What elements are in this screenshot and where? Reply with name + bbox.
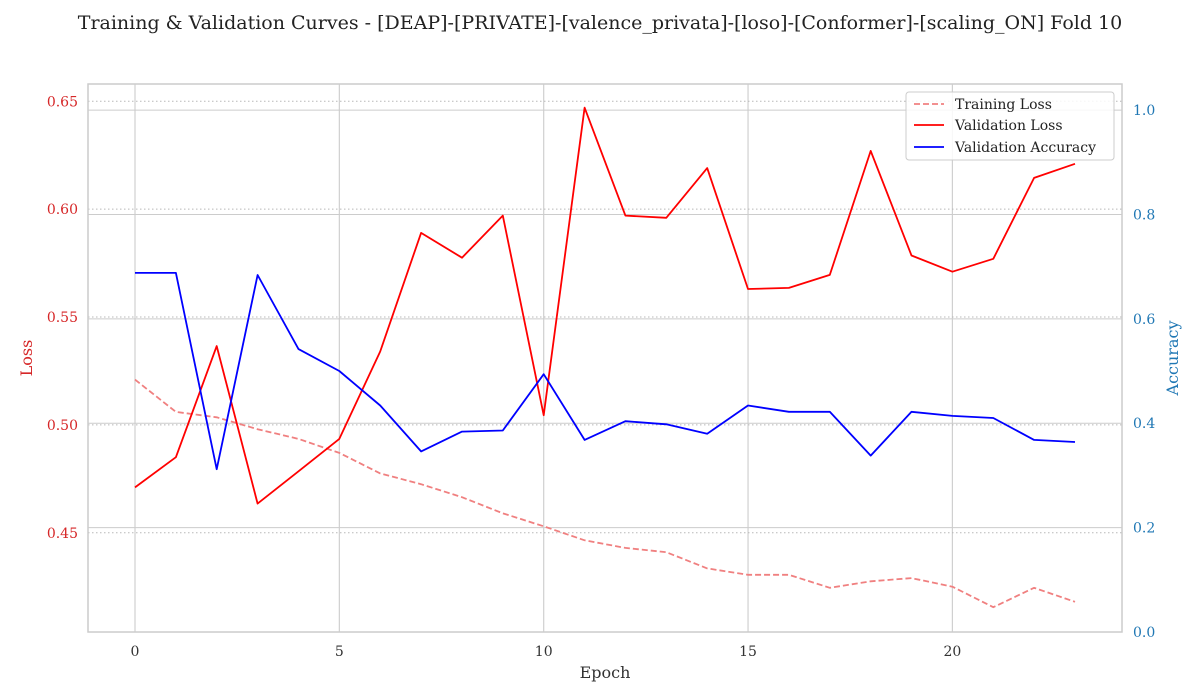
right-tick-label: 0.8	[1133, 207, 1155, 223]
grid-lines	[88, 84, 1122, 633]
right-tick-label: 0.6	[1133, 312, 1155, 328]
right-tick-label: 0.4	[1133, 416, 1155, 432]
legend-label-training-loss: Training Loss	[955, 97, 1052, 113]
right-tick-label: 0.0	[1133, 625, 1155, 641]
right-axis-label: Accuracy	[1163, 321, 1182, 397]
x-tick-label: 20	[943, 644, 961, 660]
legend: Training Loss Validation Loss Validation…	[905, 91, 1115, 161]
chart-title: Training & Validation Curves - [DEAP]-[P…	[78, 12, 1122, 34]
series-layer	[134, 106, 1076, 609]
x-axis-label: Epoch	[580, 663, 631, 682]
axis-ticks: 0 5 10 15 20 0.45 0.50 0.55 0.60 0.65 0.0 0.2 0.4 0.6…	[47, 94, 1156, 660]
right-tick-label: 1.0	[1133, 103, 1155, 119]
plot-frame	[87, 83, 1123, 633]
x-tick-label: 10	[535, 644, 553, 660]
legend-box	[905, 91, 1115, 161]
left-tick-label: 0.55	[47, 310, 78, 326]
left-tick-label: 0.50	[47, 418, 78, 434]
left-tick-label: 0.60	[47, 202, 78, 218]
left-axis-label: Loss	[17, 340, 36, 377]
right-tick-label: 0.2	[1133, 521, 1155, 537]
x-tick-label: 15	[739, 644, 757, 660]
series-line-validation-loss	[134, 106, 1076, 505]
x-tick-label: 0	[131, 644, 140, 660]
x-tick-label: 5	[335, 644, 344, 660]
series-line-validation-accuracy	[135, 271, 1076, 471]
left-tick-label: 0.45	[47, 526, 78, 542]
series-line-training-loss	[134, 378, 1076, 609]
left-tick-label: 0.65	[47, 94, 78, 110]
legend-label-validation-accuracy: Validation Accuracy	[954, 140, 1096, 156]
legend-label-validation-loss: Validation Loss	[954, 118, 1063, 134]
